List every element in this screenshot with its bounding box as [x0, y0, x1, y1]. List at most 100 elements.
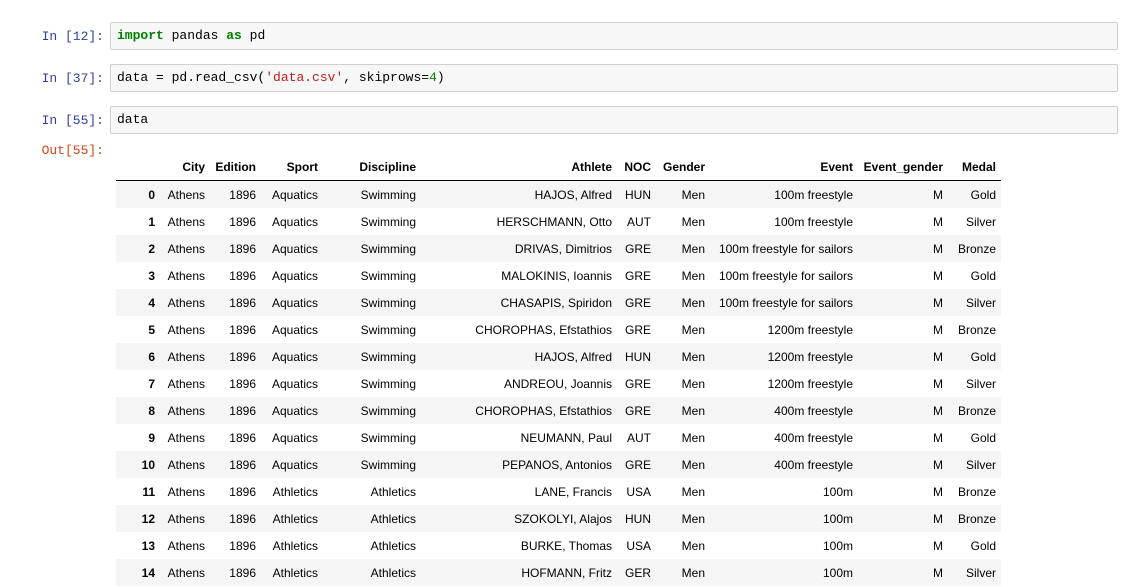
table-cell: Men — [681, 457, 705, 472]
table-cell: HUN — [625, 511, 651, 526]
table-cell: 1896 — [229, 322, 256, 337]
table-cell: Men — [681, 511, 705, 526]
table-cell: Swimming — [360, 430, 416, 445]
table-cell: HAJOS, Alfred — [534, 187, 612, 202]
row-index: 13 — [141, 538, 155, 553]
table-cell: MALOKINIS, Ioannis — [501, 268, 612, 283]
table-row: 10 Athens 1896 Aquatics Swimming PEPANOS, Ant… — [116, 451, 1001, 478]
column-header: Event_gender — [858, 153, 948, 181]
column-header: Event — [710, 153, 858, 181]
table-cell: Swimming — [360, 322, 416, 337]
table-cell: Gold — [970, 268, 996, 283]
table-cell: 100m freestyle — [774, 187, 853, 202]
table-row: 9 Athens 1896 Aquatics Swimming NEUMANN, Paul… — [116, 424, 1001, 451]
table-cell: 1896 — [229, 484, 256, 499]
code-cell[interactable]: data = pd.read_csv('data.csv', skiprows=… — [110, 64, 1118, 92]
table-cell: Men — [681, 430, 705, 445]
table-cell: Athens — [167, 268, 205, 283]
table-cell: Athletics — [272, 538, 318, 553]
row-index: 1 — [148, 214, 155, 229]
table-cell: 400m freestyle — [774, 457, 853, 472]
table-cell: M — [933, 565, 943, 580]
table-cell: GRE — [624, 322, 651, 337]
table-cell: Aquatics — [271, 457, 318, 472]
table-cell: 1896 — [229, 241, 256, 256]
table-cell: 100m freestyle — [774, 214, 853, 229]
table-cell: Aquatics — [271, 268, 318, 283]
table-cell: Swimming — [360, 187, 416, 202]
table-cell: 100m freestyle for sailors — [718, 241, 853, 256]
column-header: Sport — [261, 153, 323, 181]
table-cell: HAJOS, Alfred — [534, 349, 612, 364]
table-row: 12 Athens 1896 Athletics Athletics SZOKOLYI, … — [116, 505, 1001, 532]
table-cell: Athens — [167, 565, 205, 580]
table-cell: Men — [681, 268, 705, 283]
table-cell: Men — [681, 241, 705, 256]
table-cell: M — [933, 538, 943, 553]
row-index: 14 — [141, 565, 155, 580]
table-row: 4 Athens 1896 Aquatics Swimming CHASAPIS, Spi… — [116, 289, 1001, 316]
table-cell: GRE — [624, 457, 651, 472]
table-cell: Gold — [970, 187, 996, 202]
keyword: as — [226, 28, 242, 43]
table-cell: AUT — [627, 430, 651, 445]
row-index: 12 — [141, 511, 155, 526]
table-cell: Men — [681, 349, 705, 364]
table-cell: Men — [681, 565, 705, 580]
table-cell: Athens — [167, 295, 205, 310]
table-cell: Athletics — [272, 511, 318, 526]
table-cell: 400m freestyle — [774, 430, 853, 445]
code-cell[interactable]: data — [110, 106, 1118, 134]
code: data = pd.read_csv( — [117, 70, 266, 85]
table-cell: HOFMANN, Fritz — [521, 565, 612, 580]
table-cell: Athletics — [370, 511, 416, 526]
row-index: 9 — [148, 430, 155, 445]
keyword: import — [117, 28, 164, 43]
table-cell: GER — [624, 565, 651, 580]
table-cell: Silver — [965, 457, 996, 472]
table-cell: M — [933, 214, 943, 229]
table-row: 11 Athens 1896 Athletics Athletics LANE, Fran… — [116, 478, 1001, 505]
column-header: City — [160, 153, 210, 181]
table-cell: Men — [681, 376, 705, 391]
table-cell: 1200m freestyle — [767, 322, 853, 337]
table-cell: Aquatics — [271, 214, 318, 229]
table-cell: HUN — [625, 187, 651, 202]
table-cell: Bronze — [957, 403, 996, 418]
row-index: 0 — [148, 187, 155, 202]
table-cell: HERSCHMANN, Otto — [496, 214, 612, 229]
table-cell: M — [933, 241, 943, 256]
table-cell: M — [933, 376, 943, 391]
table-row: 6 Athens 1896 Aquatics Swimming HAJOS, Alfred… — [116, 343, 1001, 370]
code: data — [117, 112, 149, 127]
code-cell[interactable]: import pandas as pd — [110, 22, 1118, 50]
table-cell: BURKE, Thomas — [520, 538, 612, 553]
table-cell: 1896 — [229, 295, 256, 310]
table-cell: USA — [626, 484, 651, 499]
table-cell: Bronze — [957, 484, 996, 499]
row-index: 3 — [148, 268, 155, 283]
code: pandas — [163, 28, 227, 43]
table-cell: M — [933, 403, 943, 418]
table-cell: Bronze — [957, 241, 996, 256]
code: , skiprows= — [343, 70, 430, 85]
table-cell: Bronze — [957, 322, 996, 337]
table-cell: Athens — [167, 349, 205, 364]
table-cell: 1896 — [229, 187, 256, 202]
table-row: 14 Athens 1896 Athletics Athletics HOFMANN, F… — [116, 559, 1001, 586]
header-row: City Edition Sport Discipline Athlete NOC Gend… — [116, 153, 1001, 181]
table-cell: DRIVAS, Dimitrios — [514, 241, 612, 256]
table-cell: 100m — [822, 484, 853, 499]
string: 'data.csv' — [265, 70, 344, 85]
table-cell: 100m freestyle for sailors — [718, 295, 853, 310]
table-cell: Aquatics — [271, 403, 318, 418]
table-cell: M — [933, 322, 943, 337]
table-cell: GRE — [624, 295, 651, 310]
row-index: 4 — [148, 295, 155, 310]
table-cell: Athens — [167, 214, 205, 229]
table-cell: Athens — [167, 457, 205, 472]
index-header — [116, 153, 160, 181]
table-cell: GRE — [624, 376, 651, 391]
table-cell: Aquatics — [271, 187, 318, 202]
table-cell: Athens — [167, 376, 205, 391]
